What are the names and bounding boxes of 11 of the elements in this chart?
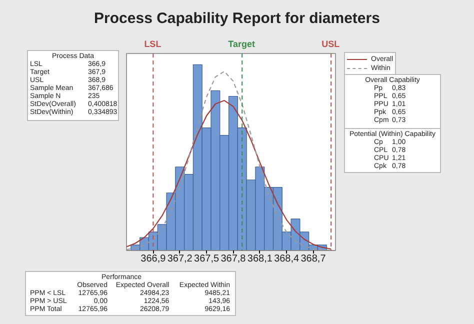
- x-tick-label: 368,1: [247, 254, 273, 264]
- chart-title: Process Capability Report for diameters: [93, 9, 381, 29]
- ref-line-label: Target: [228, 38, 256, 51]
- x-tick-label: 368,7: [300, 254, 326, 264]
- ref-line-label: USL: [322, 38, 340, 51]
- ref-line-label: LSL: [144, 38, 162, 51]
- x-tick-label: 368,4: [274, 254, 300, 264]
- x-tick-label: 366,9: [140, 254, 166, 264]
- x-tick-label: 367,5: [194, 254, 220, 264]
- x-tick-label: 367,8: [220, 254, 246, 264]
- x-tick-label: 367,2: [167, 254, 193, 264]
